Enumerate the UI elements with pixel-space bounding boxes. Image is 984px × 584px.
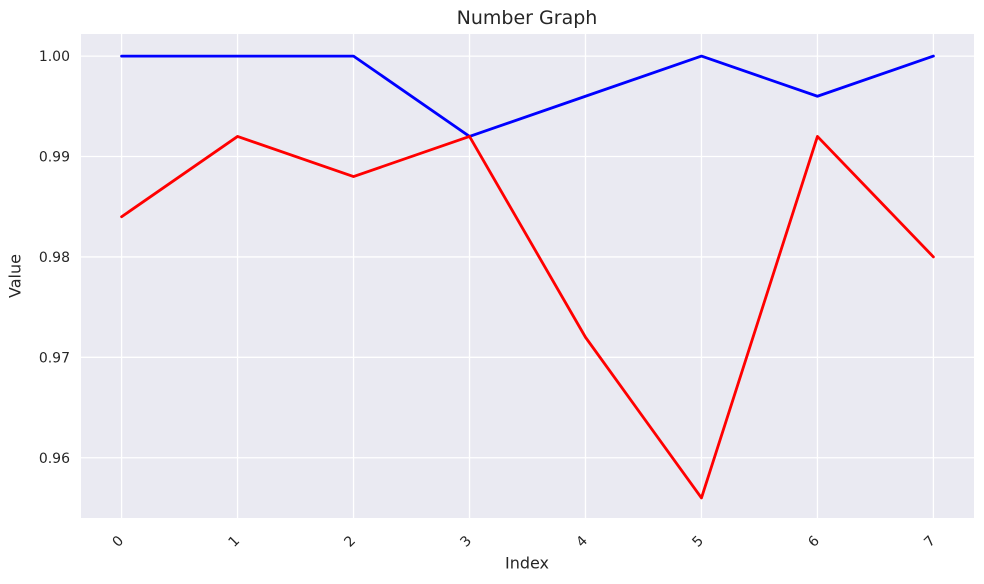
x-tick-label: 4 bbox=[573, 533, 591, 551]
blue-series-line bbox=[120, 54, 935, 138]
y-tick-label: 0.99 bbox=[39, 150, 70, 166]
y-axis-label: Value bbox=[5, 254, 25, 298]
y-tick-label: 0.97 bbox=[39, 350, 70, 366]
x-tick-label: 5 bbox=[689, 533, 707, 551]
x-tick-label: 1 bbox=[225, 533, 243, 551]
x-tick-label: 2 bbox=[341, 533, 359, 551]
y-tick-label: 0.96 bbox=[39, 451, 70, 467]
y-tick-label: 0.98 bbox=[39, 250, 70, 266]
plot-background bbox=[81, 34, 974, 518]
x-tick-label: 7 bbox=[921, 533, 939, 551]
x-tick-label: 0 bbox=[109, 533, 127, 551]
x-axis-label: Index bbox=[504, 553, 550, 573]
x-tick-label: 3 bbox=[457, 533, 475, 551]
chart-title: Number Graph bbox=[456, 7, 598, 29]
x-tick-label: 6 bbox=[805, 533, 823, 551]
red-series-line bbox=[120, 135, 935, 500]
y-tick-label: 1.00 bbox=[39, 49, 70, 65]
